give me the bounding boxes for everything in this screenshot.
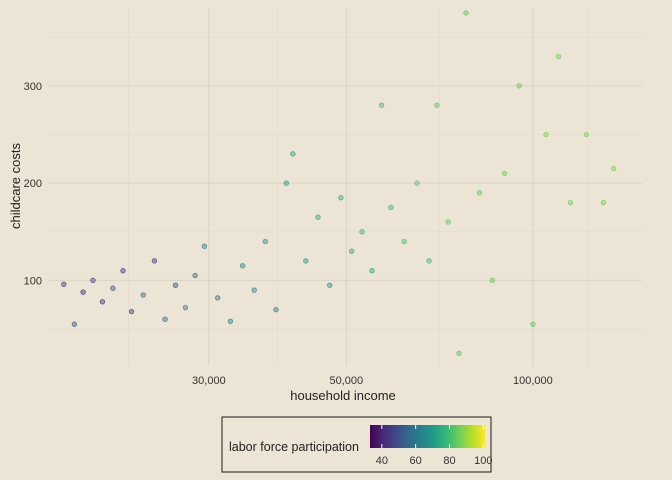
data-point: [476, 190, 483, 196]
data-point: [338, 195, 344, 201]
data-point: [90, 277, 96, 284]
data-point: [463, 10, 469, 16]
legend: labor force participation 40 60 80 100: [221, 416, 492, 473]
data-point: [369, 268, 375, 274]
data-point: [349, 248, 355, 254]
data-point: [583, 131, 590, 138]
data-point: [610, 165, 617, 172]
data-point: [151, 258, 158, 264]
data-point: [530, 321, 536, 327]
data-point: [359, 229, 365, 235]
data-point: [172, 282, 179, 288]
data-point: [99, 299, 106, 305]
y-tick-label: 100: [24, 275, 42, 287]
data-point: [182, 304, 189, 311]
x-tick-label: 30,000: [192, 375, 226, 387]
data-point: [543, 131, 549, 138]
x-axis-title: household income: [290, 388, 396, 403]
legend-ticks: 40 60 80 100: [376, 425, 492, 467]
data-point: [192, 272, 198, 279]
legend-title: labor force participation: [229, 440, 359, 454]
data-point: [315, 214, 321, 220]
data-point: [567, 199, 574, 206]
data-point: [61, 281, 67, 287]
data-point: [120, 268, 126, 274]
y-tick-label: 300: [24, 81, 42, 93]
data-point: [239, 263, 246, 269]
legend-tick-label: 100: [474, 455, 492, 467]
data-point: [414, 180, 420, 186]
x-tick-label: 100,000: [513, 375, 553, 387]
data-point: [378, 102, 385, 108]
data-point: [456, 350, 462, 357]
y-tick-label: 200: [24, 178, 42, 190]
axis-layer: 30,000 50,000 100,000 100 200 300: [24, 81, 553, 387]
data-point: [110, 285, 116, 291]
data-point: [426, 258, 432, 264]
data-point: [71, 321, 78, 327]
data-point: [501, 170, 508, 177]
data-point: [327, 282, 333, 288]
legend-tick-label: 40: [376, 455, 388, 467]
data-point: [600, 199, 607, 206]
data-point: [516, 83, 522, 89]
data-point: [273, 306, 279, 313]
data-point: [128, 308, 135, 315]
y-axis-title: childcare costs: [8, 143, 23, 229]
data-point: [489, 277, 495, 284]
legend-colorbar: [370, 425, 485, 448]
legend-tick-label: 80: [443, 455, 455, 467]
data-point: [162, 316, 168, 322]
data-point: [388, 204, 394, 211]
data-point: [227, 318, 234, 324]
legend-box: [221, 416, 492, 473]
data-point: [445, 219, 451, 225]
data-point: [201, 243, 208, 249]
data-point: [303, 258, 309, 264]
data-point: [215, 295, 221, 301]
data-point: [140, 292, 146, 298]
grid-layer: [48, 8, 642, 366]
data-point: [283, 180, 289, 186]
data-point: [290, 151, 296, 157]
points-layer: [61, 10, 617, 357]
data-point: [401, 238, 407, 245]
x-tick-label: 50,000: [330, 375, 364, 387]
legend-tick-label: 60: [410, 455, 422, 467]
data-point: [80, 289, 86, 295]
data-point: [251, 287, 257, 293]
data-point: [555, 53, 562, 60]
data-point: [262, 238, 268, 245]
data-point: [434, 102, 440, 108]
